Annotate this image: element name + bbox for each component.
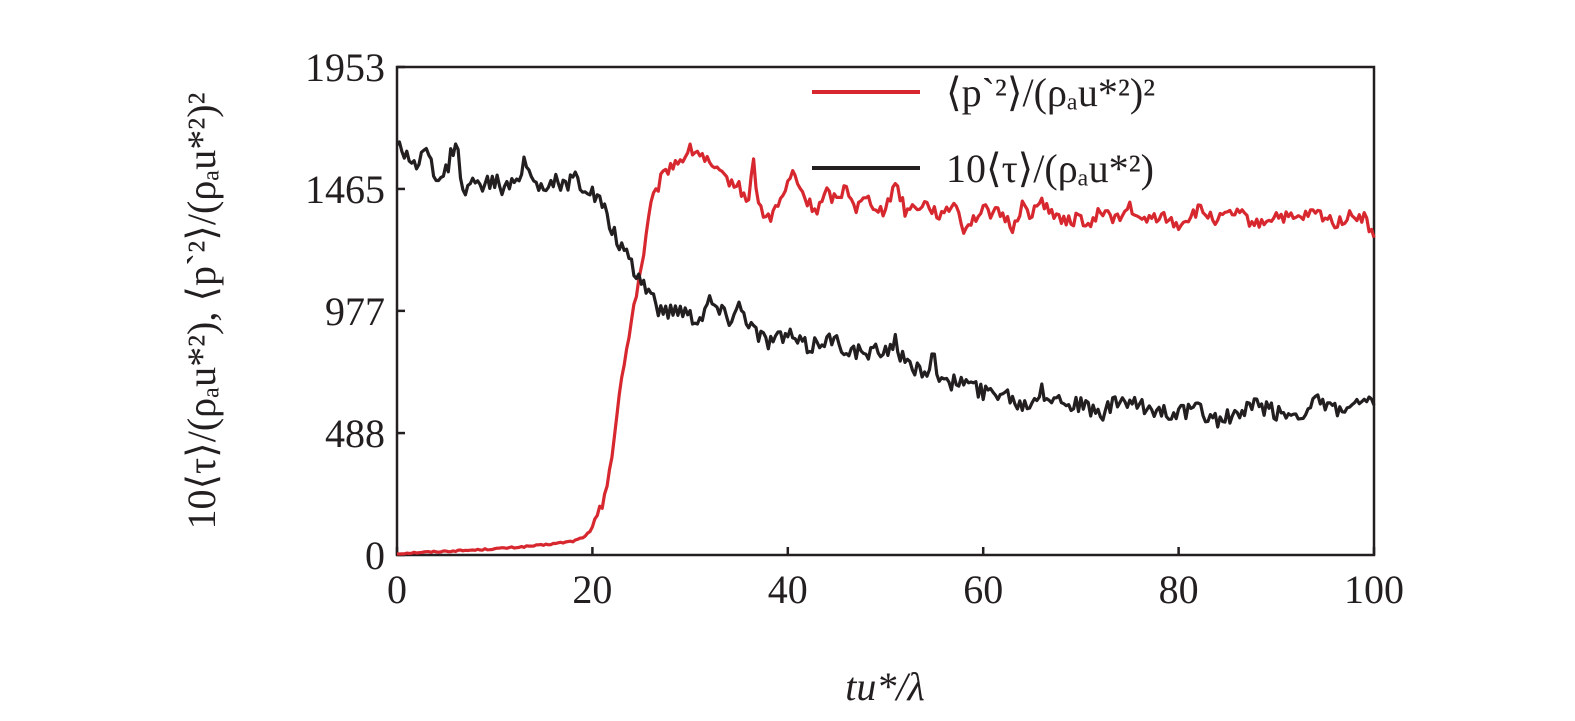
legend: ⟨p`²⟩/(ρₐu*²)² 10⟨τ⟩/(ρₐu*²): [812, 70, 1155, 191]
x-tick-label: 20: [572, 567, 612, 612]
x-tick-label: 40: [768, 567, 808, 612]
series-layer: [395, 140, 1376, 556]
y-tick-label: 0: [365, 533, 385, 578]
x-tick-label: 0: [387, 567, 407, 612]
plot-frame: [395, 65, 1376, 557]
x-axis: 0 20 40 60 80 100: [387, 547, 1404, 612]
y-tick-label: 977: [325, 289, 385, 334]
legend-label-pressure: ⟨p`²⟩/(ρₐu*²)²: [946, 70, 1155, 115]
series-line-pressure: [396, 142, 1376, 556]
y-axis-title: 10⟨τ⟩/(ρₐu*²), ⟨p`²⟩/(ρₐu*²)²: [179, 92, 224, 529]
y-tick-label: 1465: [305, 167, 385, 212]
x-axis-title: tu*/λ: [845, 664, 925, 709]
legend-label-stress: 10⟨τ⟩/(ρₐu*²): [946, 146, 1154, 191]
x-tick-label: 100: [1344, 567, 1404, 612]
y-tick-label: 1953: [305, 45, 385, 90]
series-line-stress: [395, 140, 1376, 429]
y-tick-label: 488: [325, 411, 385, 456]
y-axis: 0 488 977 1465 1953: [305, 45, 405, 578]
x-tick-label: 80: [1159, 567, 1199, 612]
x-tick-label: 60: [963, 567, 1003, 612]
